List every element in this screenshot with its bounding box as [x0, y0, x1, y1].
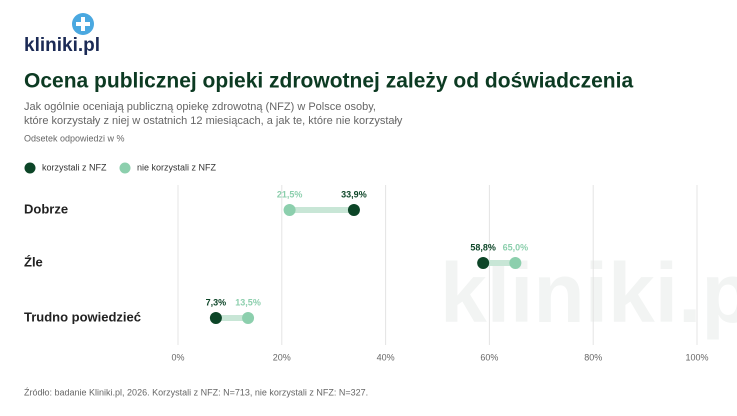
value-label: 65,0%: [503, 242, 529, 252]
dot: [242, 312, 255, 324]
legend-label: korzystali z NFZ: [42, 162, 107, 172]
note: Odsetek odpowiedzi w %: [24, 133, 125, 143]
value-label: 33,9%: [341, 189, 367, 199]
x-tick-label: 80%: [584, 352, 602, 362]
dot: [347, 204, 360, 216]
value-label: 21,5%: [277, 189, 303, 199]
subtitle: które korzystały z niej w ostatnich 12 m…: [24, 115, 403, 127]
category-label: Źle: [24, 254, 43, 269]
x-tick-label: 0%: [171, 352, 184, 362]
source: Źródło: badanie Kliniki.pl, 2026. Korzys…: [24, 387, 368, 397]
legend-label: nie korzystali z NFZ: [137, 162, 217, 172]
value-label: 58,8%: [470, 242, 496, 252]
legend-marker: [24, 162, 36, 174]
category-label: Dobrze: [24, 201, 68, 216]
dot: [509, 257, 522, 269]
category-label: Trudno powiedzieć: [24, 309, 141, 324]
value-label: 7,3%: [206, 297, 227, 307]
x-tick-label: 40%: [377, 352, 395, 362]
x-tick-label: 20%: [273, 352, 291, 362]
x-tick-label: 100%: [685, 352, 708, 362]
chart-title: Ocena publicznej opieki zdrowotnej zależ…: [24, 70, 633, 93]
value-label: 13,5%: [235, 297, 261, 307]
logo: kliniki.pl: [24, 35, 100, 56]
legend-marker: [119, 162, 131, 174]
subtitle: Jak ogólnie oceniają publiczną opiekę zd…: [24, 101, 376, 113]
logo-icon: [72, 13, 94, 35]
dot: [283, 204, 296, 216]
dot: [477, 257, 490, 269]
x-tick-label: 60%: [480, 352, 498, 362]
dot: [209, 312, 222, 324]
